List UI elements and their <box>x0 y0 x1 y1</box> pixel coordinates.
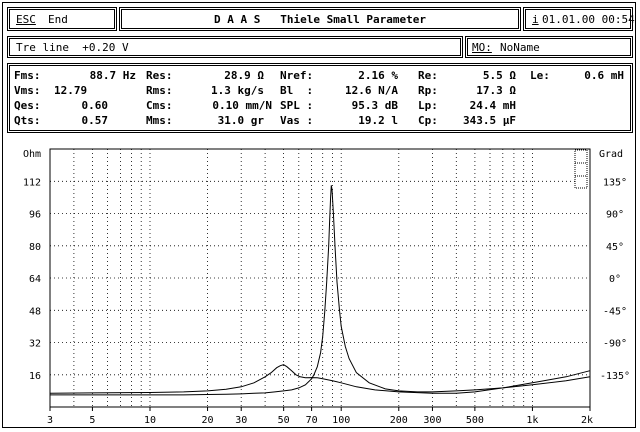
model-name-box[interactable]: MO: NoName <box>465 36 633 58</box>
info-key: i <box>532 13 539 26</box>
param-vas-value: 19.2 l <box>358 114 398 127</box>
param-cms-label: Cms: <box>146 99 173 112</box>
param-spl-label: SPL : <box>280 99 314 112</box>
param-bl-label: Bl : <box>280 84 314 97</box>
param-qes-value: 0.60 <box>81 99 109 112</box>
param-cms-value: 0.10 mm/N <box>212 99 272 112</box>
param-fms-value: 88.7 Hz <box>89 69 136 82</box>
chart-scroll-icon[interactable] <box>574 149 588 189</box>
y-left-tick-label: 48 <box>29 306 41 317</box>
x-tick-label: 300 <box>423 415 441 426</box>
app-title: D A A S Thiele Small Parameter <box>214 13 426 26</box>
datetime-box[interactable]: i 01.01.00 00:54 <box>523 7 635 31</box>
y-left-tick-label: 112 <box>23 177 41 188</box>
param-lp-value: 24.4 mH <box>469 99 516 112</box>
param-le-value: 0.6 mH <box>584 69 624 82</box>
param-mms-label: Mms: <box>146 114 173 127</box>
param-rms-label: Rms: <box>146 84 173 97</box>
y-left-axis-label: Ohm <box>23 149 41 160</box>
param-nref-label: Nref: <box>280 69 314 82</box>
x-tick-label: 70 <box>306 415 318 426</box>
param-cp-label: Cp: <box>418 114 438 127</box>
mo-label: MO: <box>472 41 492 54</box>
y-right-axis-label: Grad <box>599 149 623 160</box>
param-rp-value: 17.3 Ω <box>476 84 516 97</box>
y-left-tick-label: 96 <box>29 210 41 221</box>
plot-frame <box>49 148 591 408</box>
x-tick-label: 500 <box>466 415 484 426</box>
x-tick-label: 3 <box>47 415 53 426</box>
x-tick-label: 100 <box>332 415 350 426</box>
param-rms-value: 1.3 kg/s <box>211 84 264 97</box>
y-right-tick-label: 45° <box>606 242 624 253</box>
param-qts-label: Qts: <box>14 114 41 127</box>
esc-key-label: ESC <box>16 13 36 26</box>
y-left-tick-label: 64 <box>29 274 41 285</box>
chart-svg: 3 5 10 20 30 50 70 100 200 300 500 1k 2k 112 96 80 64 48 3… <box>23 148 630 426</box>
x-tick-label: 10 <box>144 415 156 426</box>
y-left-tick-label: 80 <box>29 242 41 253</box>
model-name-value: NoName <box>500 41 540 54</box>
param-res-label: Res: <box>146 69 173 82</box>
phase-curve <box>49 364 591 394</box>
y-right-tick-label: 90° <box>606 210 624 221</box>
title-bar: D A A S Thiele Small Parameter <box>119 7 521 31</box>
param-res-value: 28.9 Ω <box>224 69 264 82</box>
end-label: End <box>48 13 68 26</box>
param-rp-label: Rp: <box>418 84 438 97</box>
param-spl-value: 95.3 dB <box>351 99 398 112</box>
x-tick-label: 50 <box>278 415 290 426</box>
param-qts-value: 0.57 <box>81 114 109 127</box>
impedance-curve <box>50 185 591 396</box>
x-tick-label: 20 <box>202 415 214 426</box>
datetime-display: 01.01.00 00:54 <box>542 13 635 26</box>
y-right-tick-label: 135° <box>603 177 627 188</box>
param-bl-value: 12.6 N/A <box>345 84 398 97</box>
param-re-label: Re: <box>418 69 438 82</box>
x-tick-label: 1k <box>526 415 538 426</box>
param-vms-label: Vms: <box>14 84 41 97</box>
param-nref-value: 2.16 % <box>358 69 398 82</box>
tre-line-text: Tre line +0.20 V <box>16 41 129 54</box>
param-qes-label: Qes: <box>14 99 41 112</box>
param-le-label: Le: <box>530 69 550 82</box>
y-right-tick-label: 0° <box>609 274 621 285</box>
y-right-tick-label: -135° <box>600 371 630 382</box>
param-mms-value: 31.0 gr <box>217 114 264 127</box>
x-tick-label: 2k <box>581 415 593 426</box>
x-tick-label: 30 <box>235 415 247 426</box>
x-tick-label: 5 <box>89 415 95 426</box>
y-left-tick-label: 16 <box>29 371 41 382</box>
param-lp-label: Lp: <box>418 99 438 112</box>
parameters-panel: Fms: 88.7 Hz Res: 28.9 Ω Nref: 2.16 % Re… <box>7 63 633 133</box>
param-cp-value: 343.5 μF <box>463 114 516 127</box>
param-fms-label: Fms: <box>14 69 41 82</box>
param-vas-label: Vas : <box>280 114 314 127</box>
esc-end-button[interactable]: ESC End <box>7 7 117 31</box>
param-vms-value: 12.79 <box>54 84 88 97</box>
y-right-tick-label: -90° <box>603 339 627 350</box>
y-right-tick-label: -45° <box>603 306 627 317</box>
impedance-phase-chart: 3 5 10 20 30 50 70 100 200 300 500 1k 2k 112 96 80 64 48 3… <box>3 141 635 427</box>
param-re-value: 5.5 Ω <box>482 69 516 82</box>
tre-line-box: Tre line +0.20 V <box>7 36 463 58</box>
x-tick-label: 200 <box>390 415 408 426</box>
y-left-tick-label: 32 <box>29 339 41 350</box>
daas-window: ESC End D A A S Thiele Small Parameter i… <box>2 2 636 428</box>
